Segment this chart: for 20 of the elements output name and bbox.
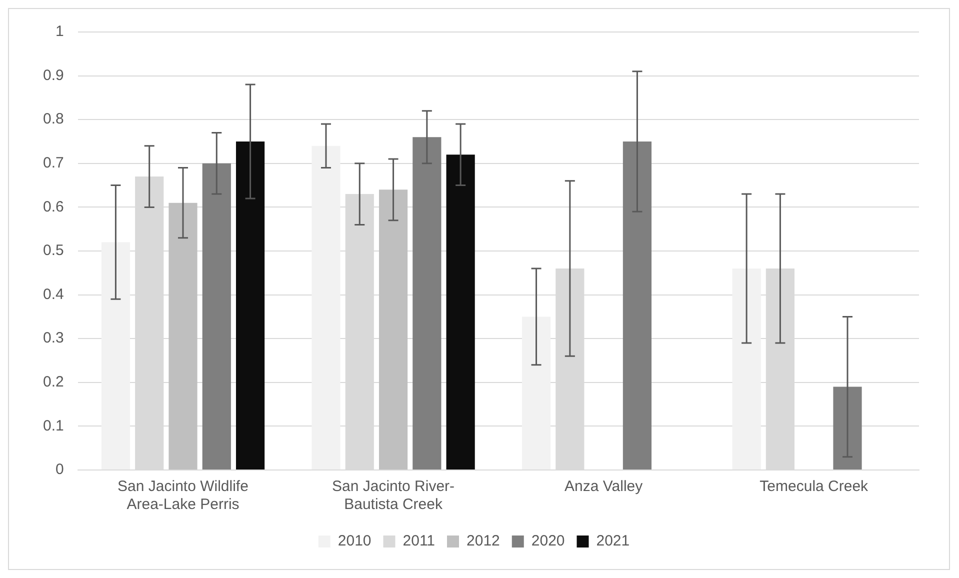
y-tick-label: 0.2 bbox=[42, 374, 64, 391]
x-tick-label: Anza Valley bbox=[564, 478, 644, 496]
y-tick-label: 0.3 bbox=[42, 330, 64, 347]
legend-label: 2012 bbox=[466, 532, 500, 550]
y-tick-label: 0.8 bbox=[42, 110, 64, 128]
y-tick-label: 0.9 bbox=[42, 66, 64, 84]
y-tick-label: 0.7 bbox=[42, 154, 64, 172]
x-tick-label: San Jacinto Wildlife Area-Lake Perris bbox=[118, 478, 248, 514]
legend-label: 2011 bbox=[402, 532, 436, 550]
y-tick-label: 0.1 bbox=[42, 417, 64, 434]
y-tick-label: 1 bbox=[56, 23, 64, 40]
y-tick-label: 0.5 bbox=[42, 242, 64, 260]
legend-label: 2010 bbox=[338, 532, 372, 550]
y-tick-label: 0.4 bbox=[42, 286, 64, 303]
x-tick-label: San Jacinto River-Bautista Creek bbox=[332, 478, 455, 514]
y-tick-label: 0.6 bbox=[42, 198, 64, 216]
legend-label: 2021 bbox=[596, 532, 630, 550]
legend-label: 2020 bbox=[531, 532, 565, 550]
x-tick-label: Temecula Creek bbox=[760, 478, 869, 496]
y-tick-label: 0 bbox=[56, 461, 64, 478]
